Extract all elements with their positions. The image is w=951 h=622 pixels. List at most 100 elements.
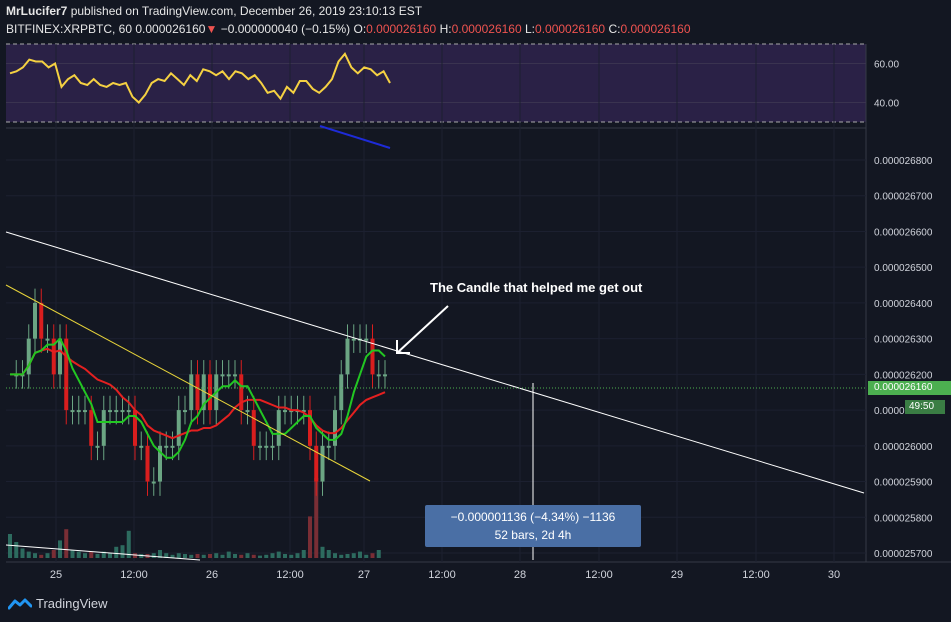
time-tick-label: 29 xyxy=(671,569,683,581)
rsi-divergence-line xyxy=(319,125,391,149)
volume-bar xyxy=(283,554,287,558)
price-change: −0.000000040 (−0.15%) xyxy=(220,22,351,36)
candle-body xyxy=(270,445,275,448)
time-tick-label: 27 xyxy=(358,569,370,581)
volume-bar xyxy=(220,554,225,558)
volume-bar xyxy=(101,551,106,558)
volume-bar xyxy=(308,516,312,558)
volume-bar xyxy=(45,553,50,558)
volume-bar xyxy=(108,553,112,558)
time-tick-label: 12:00 xyxy=(276,569,304,581)
volume-bar xyxy=(376,550,381,558)
volume-bar xyxy=(51,550,56,558)
volume-bar xyxy=(295,553,300,558)
rsi-band xyxy=(6,44,866,122)
candle-body xyxy=(76,410,81,413)
annotation-arrow xyxy=(396,305,449,354)
volume-bar xyxy=(251,554,256,558)
price-tick-label: 0.000026700 xyxy=(874,192,933,203)
candle-body xyxy=(126,410,131,413)
time-tick-label: 12:00 xyxy=(742,569,770,581)
time-tick-label: 26 xyxy=(206,569,218,581)
candle-body xyxy=(64,338,69,411)
fast-moving-average xyxy=(10,336,386,459)
rsi-tick-label: 60.00 xyxy=(874,60,899,71)
volume-bar xyxy=(345,554,350,558)
white-trend-line xyxy=(5,231,865,494)
candle-body xyxy=(345,338,350,375)
candle-body xyxy=(189,374,194,411)
volume-bar xyxy=(276,551,281,558)
slow-moving-average xyxy=(10,347,386,440)
tradingview-logo[interactable]: TradingView xyxy=(8,596,108,611)
candle-body xyxy=(133,410,137,446)
rsi-line xyxy=(9,51,391,104)
candle-body xyxy=(176,410,181,446)
volume-bar xyxy=(133,553,137,558)
candle-body xyxy=(376,374,381,377)
volume-bar xyxy=(208,554,212,558)
price-tick-label: 0.000025900 xyxy=(874,478,933,489)
time-tick-label: 30 xyxy=(828,569,840,581)
chart-annotation[interactable]: The Candle that helped me get out xyxy=(430,280,643,295)
volume-bar xyxy=(364,554,369,558)
time-tick-label: 28 xyxy=(514,569,526,581)
candle-body xyxy=(326,445,331,448)
volume-bar xyxy=(270,553,275,558)
candle-body xyxy=(301,410,306,413)
volume-bar xyxy=(83,553,87,558)
down-arrow-icon: ▼ xyxy=(205,22,218,36)
candle-body xyxy=(245,410,250,413)
volume-bar xyxy=(114,546,119,558)
candle-body xyxy=(58,338,62,375)
candle-body xyxy=(101,410,106,446)
time-tick-label: 25 xyxy=(50,569,62,581)
volume-bar xyxy=(139,554,144,558)
candle-body xyxy=(208,374,212,411)
candle-body xyxy=(39,302,44,339)
volume-bar xyxy=(39,554,44,558)
open-label: O: xyxy=(353,22,367,36)
symbol-label[interactable]: BITFINEX:XRPBTC, 60 xyxy=(6,22,133,36)
candle-body xyxy=(276,410,281,446)
author-name[interactable]: MrLucifer7 xyxy=(6,4,68,18)
volume-bar xyxy=(33,553,37,558)
candle-body xyxy=(258,445,262,448)
volume-bar xyxy=(189,554,194,558)
candle-body xyxy=(364,338,369,341)
candle-body xyxy=(89,410,94,446)
candle-body xyxy=(114,410,119,413)
volume-bar xyxy=(226,551,231,558)
volume-bar xyxy=(95,554,100,558)
price-tick-label: 0.000026500 xyxy=(874,263,933,274)
price-tick-label: 0.000025700 xyxy=(874,549,933,560)
volume-bar xyxy=(14,542,19,558)
volume-bar xyxy=(258,555,262,558)
volume-bar xyxy=(239,554,244,558)
volume-bar xyxy=(195,554,200,558)
volume-bar xyxy=(245,553,250,558)
candle-body xyxy=(195,374,200,411)
candle-body xyxy=(339,374,344,411)
candle-body xyxy=(70,410,75,413)
volume-bar xyxy=(170,554,175,558)
volume-bar xyxy=(289,554,294,558)
publish-info: published on TradingView.com, December 2… xyxy=(67,4,423,18)
candle-body xyxy=(226,374,231,377)
volume-bar xyxy=(264,554,269,558)
volume-bar xyxy=(358,551,362,558)
measure-change: −0.000001136 (−4.34%) −1136 xyxy=(450,510,616,524)
candle-body xyxy=(383,374,387,377)
time-tick-label: 12:00 xyxy=(585,569,613,581)
price-tick-label: 0.000026400 xyxy=(874,299,933,310)
measure-bars: 52 bars, 2d 4h xyxy=(494,528,572,542)
candle-body xyxy=(308,410,312,446)
candle-body xyxy=(164,445,169,448)
candle-body xyxy=(151,481,156,484)
bottom-trend-line xyxy=(5,544,201,561)
volume-bar xyxy=(151,553,156,558)
measure-tooltip[interactable]: −0.000001136 (−4.34%) −1136 52 bars, 2d … xyxy=(425,505,641,547)
close-label: C: xyxy=(608,22,621,36)
volume-bar xyxy=(370,553,375,558)
